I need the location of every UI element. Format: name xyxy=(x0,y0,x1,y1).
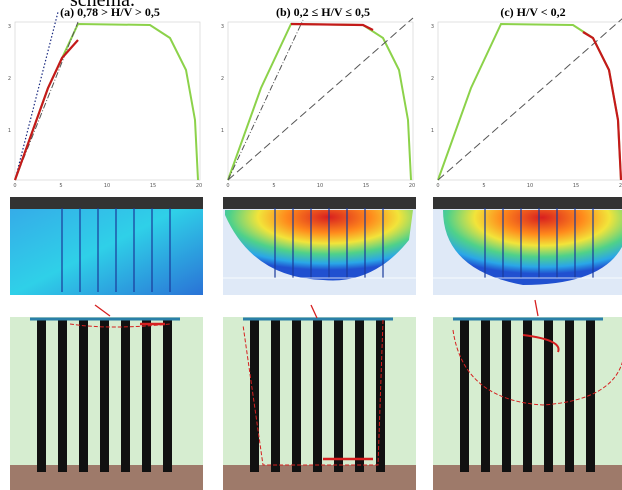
x-tick-label: 0 xyxy=(226,183,229,189)
y-tick-label: 1 xyxy=(221,128,224,134)
panel-title: (b) 0,2 ≤ H/V ≤ 0,5 xyxy=(276,5,370,19)
pile xyxy=(523,320,532,472)
x-tick-label: 10 xyxy=(104,183,110,189)
pile xyxy=(460,320,469,472)
x-tick-label: 15 xyxy=(363,183,369,189)
x-tick-label: 15 xyxy=(150,183,156,189)
y-tick-label: 3 xyxy=(8,24,11,30)
panel: (c) H/V < 0,205101520123 xyxy=(431,5,622,490)
pile xyxy=(313,320,322,472)
x-tick-label: 10 xyxy=(527,183,533,189)
pile xyxy=(100,320,109,472)
pile xyxy=(292,320,301,472)
x-tick-label: 5 xyxy=(59,183,62,189)
y-tick-label: 3 xyxy=(221,24,224,30)
pile xyxy=(502,320,511,472)
pile xyxy=(163,320,172,472)
pile xyxy=(37,320,46,472)
soil-field xyxy=(10,197,203,295)
x-tick-label: 0 xyxy=(436,183,439,189)
pile xyxy=(334,320,343,472)
y-tick-label: 1 xyxy=(8,128,11,134)
pile xyxy=(376,320,385,472)
panel: (b) 0,2 ≤ H/V ≤ 0,5 0 5 10 15 20 1 2 3 xyxy=(221,5,416,490)
pile xyxy=(142,320,151,472)
load-arrow xyxy=(311,305,317,318)
pile xyxy=(481,320,490,472)
y-tick-label: 2 xyxy=(8,76,11,82)
x-tick-label: 10 xyxy=(317,183,323,189)
load-arrow xyxy=(95,305,110,316)
x-tick-label: 5 xyxy=(272,183,275,189)
x-tick-label: 20 xyxy=(196,183,202,189)
y-tick-label: 2 xyxy=(431,76,434,82)
pile xyxy=(79,320,88,472)
pile xyxy=(565,320,574,472)
pile-cap xyxy=(433,197,622,209)
panel-title: (a) 0,78 > H/V > 0,5 xyxy=(60,5,160,19)
y-tick-label: 2 xyxy=(221,76,224,82)
figure: schéma. (a) 0,78 > H/V > 0,505101520123(… xyxy=(0,0,622,490)
x-tick-label: 20 xyxy=(409,183,415,189)
x-tick-label: 5 xyxy=(482,183,485,189)
x-tick-label: 15 xyxy=(573,183,579,189)
y-tick-label: 3 xyxy=(431,24,434,30)
y-tick-label: 1 xyxy=(431,128,434,134)
panel: (a) 0,78 > H/V > 0,5 0 5 10 15 20 1 2 3 xyxy=(8,5,203,490)
pile xyxy=(355,320,364,472)
load-arrow xyxy=(535,300,538,316)
pile xyxy=(250,320,259,472)
pile-cap xyxy=(10,197,203,209)
panel-title: (c) H/V < 0,2 xyxy=(500,5,565,19)
pile xyxy=(121,320,130,472)
pile xyxy=(58,320,67,472)
x-tick-label: 0 xyxy=(13,183,16,189)
pile xyxy=(271,320,280,472)
pile-cap xyxy=(223,197,416,209)
